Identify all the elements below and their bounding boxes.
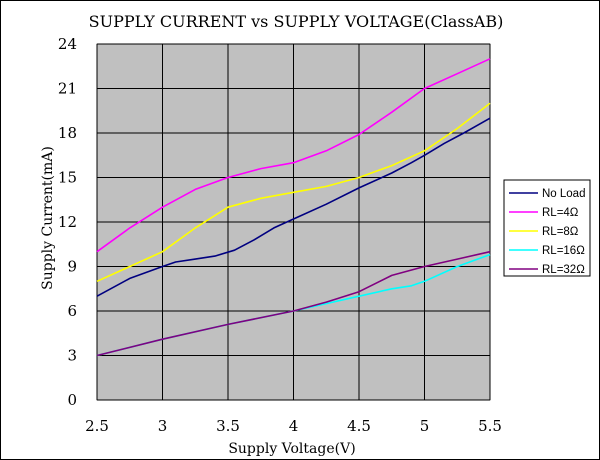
series-line <box>96 102 491 283</box>
x-tick-label: 4 <box>289 417 299 435</box>
legend-entry: RL=16Ω <box>542 245 585 257</box>
y-tick-label: 12 <box>58 213 77 231</box>
series-lines <box>96 58 491 357</box>
series-line <box>96 250 491 357</box>
x-tick-label: 3 <box>158 417 168 435</box>
x-tick-label: 5 <box>420 417 430 435</box>
legend: No Load RL=4Ω RL=8Ω RL=16Ω RL=32Ω <box>503 179 591 277</box>
legend-entry: No Load <box>542 188 585 200</box>
legend-entry: RL=32Ω <box>542 264 585 276</box>
legend-entry: RL=8Ω <box>542 226 579 238</box>
x-tick-label: 3.5 <box>216 417 240 435</box>
series-line <box>96 58 491 253</box>
chart-title: SUPPLY CURRENT vs SUPPLY VOLTAGE(ClassAB… <box>89 12 504 31</box>
y-tick-label: 0 <box>67 391 77 409</box>
axis-ticks: 0 3 6 9 12 15 18 21 24 2.5 3 3.5 4 4.5 5 5.5 <box>58 35 502 435</box>
y-tick-label: 18 <box>58 124 77 142</box>
y-axis-label: Supply Current(mA) <box>40 146 56 290</box>
y-tick-label: 9 <box>67 258 77 276</box>
x-tick-label: 4.5 <box>347 417 371 435</box>
legend-entry: RL=4Ω <box>542 207 579 219</box>
y-tick-label: 15 <box>58 169 77 187</box>
x-tick-label: 2.5 <box>85 417 109 435</box>
series-line <box>96 117 491 297</box>
y-tick-label: 6 <box>67 302 77 320</box>
y-tick-label: 21 <box>58 80 77 98</box>
y-tick-label: 3 <box>67 347 77 365</box>
legend-box <box>503 179 591 277</box>
x-axis-label: Supply Voltage(V) <box>228 441 355 457</box>
y-tick-label: 24 <box>58 35 77 53</box>
x-tick-label: 5.5 <box>478 417 502 435</box>
